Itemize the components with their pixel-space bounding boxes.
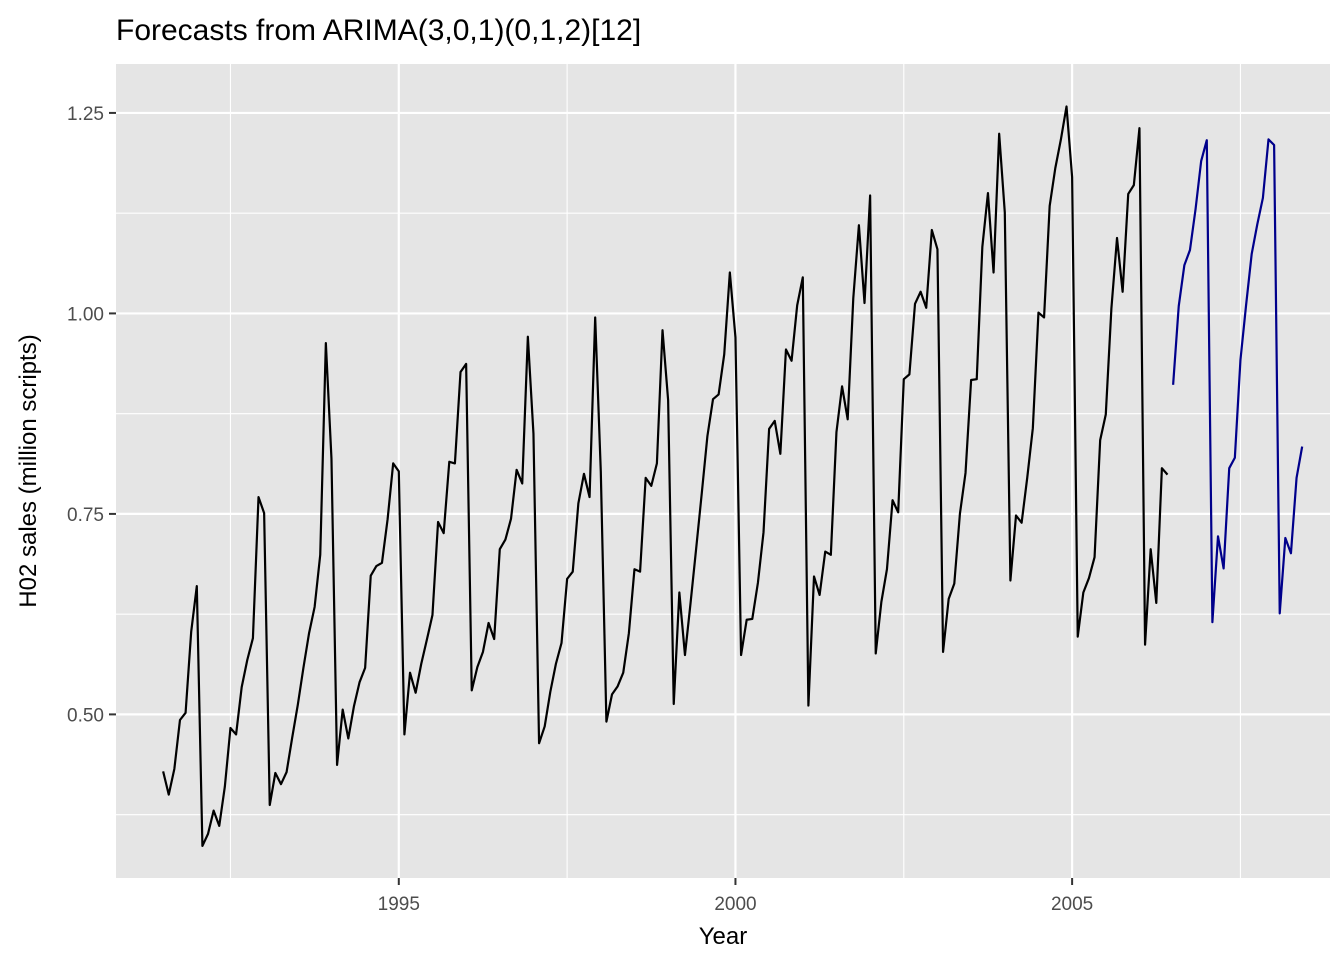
y-axis-title: H02 sales (million scripts) (15, 334, 42, 607)
x-tick-label: 2005 (1051, 894, 1093, 915)
x-tick-label: 2000 (714, 894, 756, 915)
minor-gridlines (116, 64, 1330, 878)
y-tick-label: 1.25 (67, 104, 104, 125)
y-tick-label: 0.50 (67, 705, 104, 726)
forecast-series-line (1172, 138, 1304, 624)
observed-series-line (162, 105, 1169, 848)
series-layer (162, 105, 1304, 848)
x-tick-label: 1995 (378, 894, 420, 915)
y-tick-label: 1.00 (67, 304, 104, 325)
plot-panel (116, 64, 1330, 878)
y-axis: 0.50 0.75 1.00 1.25 (67, 104, 116, 726)
x-axis: 1995 2000 2005 (378, 878, 1093, 915)
chart-title: Forecasts from ARIMA(3,0,1)(0,1,2)[12] (116, 14, 641, 47)
y-tick-label: 0.75 (67, 505, 104, 526)
x-axis-title: Year (699, 923, 748, 950)
